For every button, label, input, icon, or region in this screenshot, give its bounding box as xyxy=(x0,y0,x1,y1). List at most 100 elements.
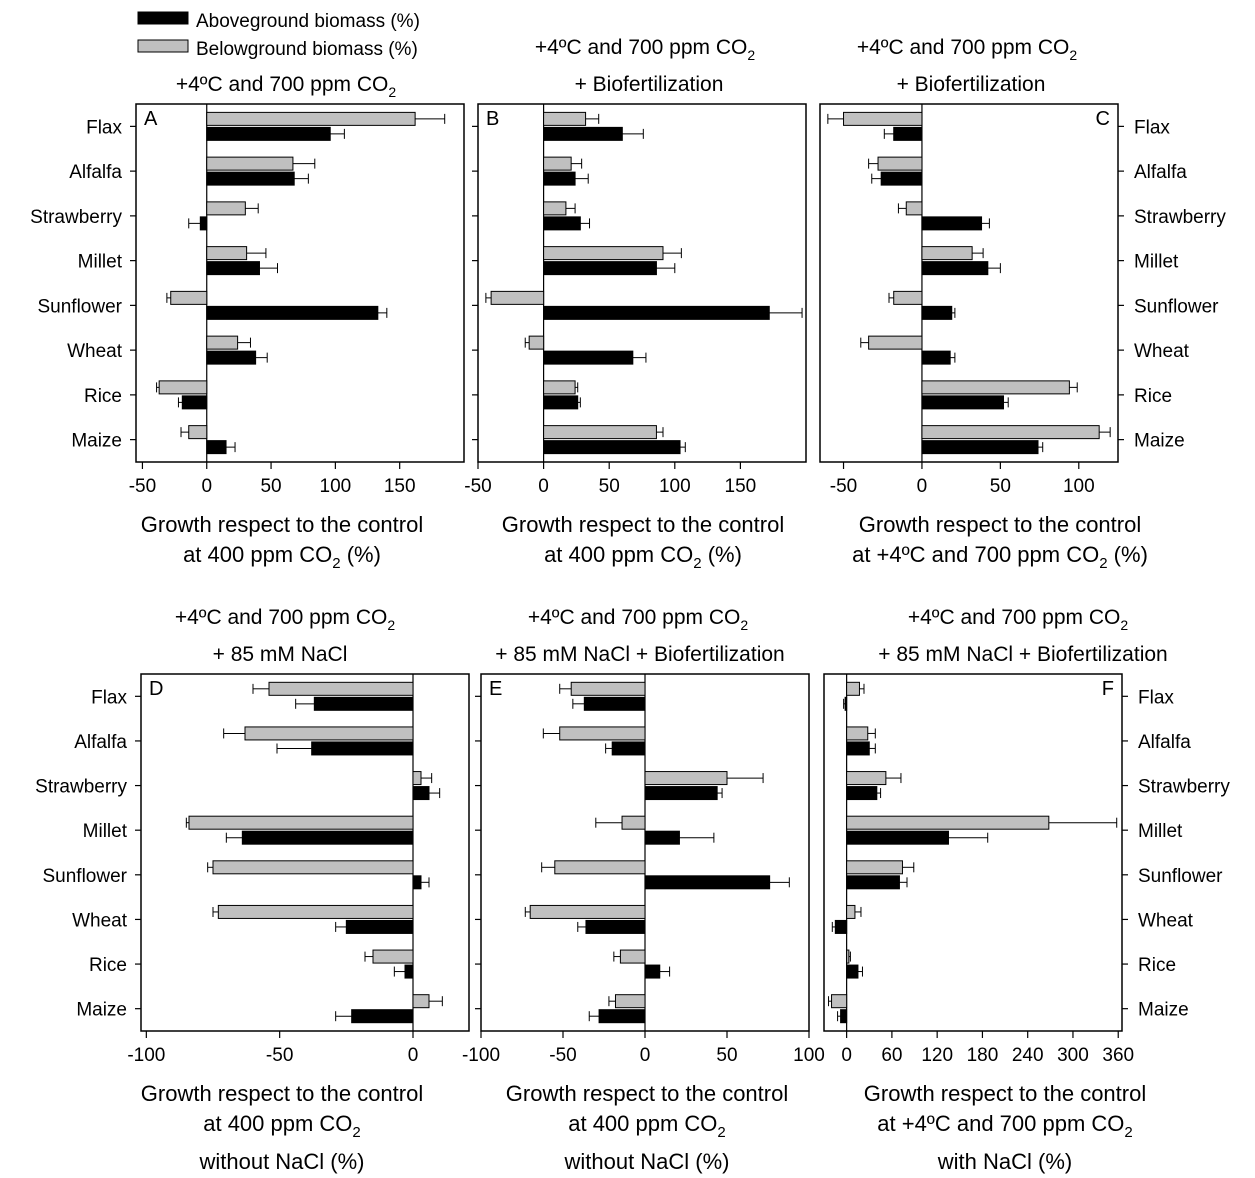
aboveground-bar xyxy=(412,786,430,801)
x-axis-label-line2-rest: (%) xyxy=(1108,542,1148,567)
x-axis-label-line2-subscript: 2 xyxy=(717,1124,725,1141)
aboveground-bar xyxy=(206,261,260,276)
panel-c: C+4ºC and 700 ppm CO2+ Biofertilization-… xyxy=(819,36,1226,572)
belowground-bar xyxy=(921,246,973,261)
belowground-bar xyxy=(893,290,923,305)
x-tick-label: 0 xyxy=(917,476,928,497)
belowground-bar xyxy=(559,726,646,741)
x-tick-label: -50 xyxy=(129,476,156,497)
x-tick-label: 240 xyxy=(1012,1045,1044,1066)
x-tick-label: 50 xyxy=(716,1045,737,1066)
x-tick-label: -50 xyxy=(266,1045,293,1066)
category-label: Millet xyxy=(83,821,128,842)
x-axis-label-line2-subscript: 2 xyxy=(1099,555,1107,572)
x-axis-label-line2-subscript: 2 xyxy=(693,555,701,572)
x-tick-label: 180 xyxy=(967,1045,999,1066)
belowground-bar xyxy=(217,904,414,919)
panel-d: D+4ºC and 700 ppm CO2+ 85 mM NaCl-100 -50… xyxy=(35,606,470,1174)
x-tick-label: 120 xyxy=(921,1045,953,1066)
category-label: Flax xyxy=(91,687,127,708)
x-tick-label: 100 xyxy=(793,1045,825,1066)
aboveground-bar xyxy=(644,964,661,979)
x-axis-label-line2-subscript: 2 xyxy=(332,555,340,572)
panel-letter: C xyxy=(1096,108,1110,130)
panel-title-line2: + 85 mM NaCl xyxy=(213,643,348,666)
panel-title-line1: +4ºC and 700 ppm CO2 xyxy=(175,606,396,633)
belowground-bar xyxy=(614,994,646,1009)
aboveground-bar xyxy=(543,216,581,231)
category-label: Maize xyxy=(1134,431,1185,452)
aboveground-bar xyxy=(206,126,331,141)
panel-title-line2: + 85 mM NaCl + Biofertilization xyxy=(878,643,1167,666)
belowground-bar xyxy=(170,290,208,305)
aboveground-bar xyxy=(921,305,953,320)
belowground-bar xyxy=(843,111,923,126)
aboveground-bar xyxy=(921,440,1039,455)
panel-title-line1-main: +4ºC and 700 ppm CO xyxy=(908,606,1121,629)
x-axis-label-line1: Growth respect to the control xyxy=(864,1081,1146,1106)
aboveground-bar xyxy=(583,696,646,711)
belowground-bar xyxy=(619,949,646,964)
aboveground-bar xyxy=(644,875,771,890)
panel-title-line1-subscript: 2 xyxy=(747,47,755,63)
panel-title-line1-main: +4ºC and 700 ppm CO xyxy=(857,36,1070,59)
aboveground-bar xyxy=(585,919,646,934)
aboveground-bar xyxy=(206,440,227,455)
belowground-bar xyxy=(206,111,416,126)
panel-title: +4ºC and 700 ppm CO2 xyxy=(176,73,397,100)
aboveground-bar xyxy=(834,919,848,934)
category-label: Sunflower xyxy=(38,296,123,317)
category-label: Flax xyxy=(1138,687,1174,708)
x-axis-label-line3: without NaCl (%) xyxy=(563,1149,729,1174)
aboveground-bar xyxy=(543,440,681,455)
aboveground-bar xyxy=(543,305,770,320)
category-label: Millet xyxy=(78,252,123,273)
belowground-bar xyxy=(543,111,587,126)
x-axis-label-line2: at +4ºC and 700 ppm CO2 (%) xyxy=(852,542,1148,572)
panel-title-line1: +4ºC and 700 ppm CO2 xyxy=(908,606,1129,633)
aboveground-bar xyxy=(844,696,848,711)
category-label: Maize xyxy=(71,431,122,452)
x-tick-label: -50 xyxy=(464,476,491,497)
belowground-bar xyxy=(543,201,567,216)
x-tick-label: 150 xyxy=(725,476,757,497)
panel-title-main: +4ºC and 700 ppm CO xyxy=(176,73,389,96)
x-axis-label-line3: without NaCl (%) xyxy=(198,1149,364,1174)
x-tick-label: 100 xyxy=(659,476,691,497)
aboveground-bar xyxy=(351,1009,414,1024)
aboveground-bar xyxy=(846,964,859,979)
plot-frame xyxy=(140,673,470,1032)
belowground-bar xyxy=(846,904,856,919)
aboveground-bar xyxy=(543,171,576,186)
aboveground-bar xyxy=(543,126,623,141)
aboveground-bar xyxy=(543,350,634,365)
x-axis-label-line2: at 400 ppm CO2 (%) xyxy=(183,542,381,572)
panel-title-line1-subscript: 2 xyxy=(740,617,748,633)
panel-title-line1-subscript: 2 xyxy=(1069,47,1077,63)
aboveground-bar xyxy=(644,786,718,801)
belowground-bar xyxy=(158,380,208,395)
panel-title-line1-subscript: 2 xyxy=(1120,617,1128,633)
panel-letter: D xyxy=(149,678,163,700)
category-label: Alfalfa xyxy=(74,732,127,753)
category-label: Rice xyxy=(89,955,127,976)
x-axis-label-line2: at +4ºC and 700 ppm CO2 xyxy=(877,1111,1132,1141)
aboveground-bar xyxy=(241,830,414,845)
x-axis-label-line2-rest: (%) xyxy=(341,542,381,567)
category-label: Sunflower xyxy=(1138,866,1223,887)
plot-frame xyxy=(819,103,1119,463)
belowground-bar xyxy=(877,156,923,171)
belowground-bar xyxy=(846,949,850,964)
panel-letter: E xyxy=(489,678,502,700)
x-axis-label-line2-subscript: 2 xyxy=(1124,1124,1132,1141)
aboveground-bar xyxy=(846,875,900,890)
category-label: Millet xyxy=(1138,821,1183,842)
belowground-bar xyxy=(412,994,430,1009)
belowground-bar xyxy=(543,380,576,395)
legend-above-label: Aboveground biomass (%) xyxy=(196,11,420,32)
aboveground-bar xyxy=(846,741,870,756)
belowground-bar xyxy=(528,335,545,350)
panel-b: B+4ºC and 700 ppm CO2+ Biofertilization-… xyxy=(464,36,807,572)
aboveground-bar xyxy=(846,830,949,845)
